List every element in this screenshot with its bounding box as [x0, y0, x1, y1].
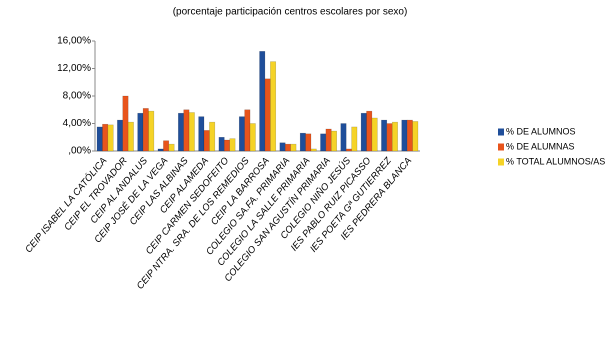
- bar: [107, 124, 114, 152]
- bar: [203, 130, 210, 152]
- legend-swatch: [498, 128, 504, 136]
- bar: [157, 148, 164, 152]
- bar: [340, 123, 347, 152]
- bar: [279, 142, 286, 152]
- bar: [285, 143, 291, 152]
- bar: [391, 121, 398, 152]
- bar: [102, 123, 109, 152]
- bar: [218, 137, 225, 152]
- bar: [331, 130, 337, 152]
- bar: [264, 78, 271, 152]
- bar: [183, 109, 190, 152]
- bar: [325, 128, 332, 152]
- chart-title: (porcentaje participación centros escola…: [173, 7, 408, 18]
- bar: [305, 133, 312, 152]
- legend-label: % DE ALUMNOS: [506, 126, 576, 136]
- bar: [320, 133, 327, 152]
- bar: [351, 126, 358, 152]
- bar: [122, 95, 129, 152]
- bar: [401, 119, 408, 152]
- bar: [259, 51, 266, 152]
- bar: [142, 108, 149, 152]
- legend-label: % TOTAL ALUMNOS/AS: [506, 156, 605, 166]
- bar: [360, 112, 367, 152]
- bar: [310, 148, 317, 152]
- bar: [366, 110, 373, 152]
- bar: [412, 121, 419, 152]
- bar: [249, 123, 256, 152]
- bar: [406, 119, 413, 152]
- bar: [244, 109, 251, 152]
- y-tick-label: 12,00%: [57, 63, 91, 74]
- y-tick-label: 8,00%: [63, 91, 91, 102]
- bar: [198, 116, 205, 152]
- bar: [117, 119, 124, 152]
- legend-swatch: [498, 143, 504, 151]
- bar: [168, 143, 175, 152]
- bar: [148, 110, 155, 152]
- bar: [371, 117, 378, 152]
- legend-swatch: [498, 158, 504, 166]
- bar: [345, 148, 352, 152]
- bar: [270, 61, 277, 152]
- bar: [381, 119, 388, 152]
- bar: [229, 138, 236, 152]
- y-tick-label: ,00%: [68, 146, 91, 157]
- bar: [188, 112, 195, 152]
- bar: [299, 132, 306, 152]
- bar: [386, 123, 393, 152]
- y-tick-label: 16,00%: [57, 36, 91, 47]
- bar: [96, 126, 103, 152]
- bar: [178, 112, 184, 152]
- bar: [224, 139, 230, 152]
- y-tick-label: 4,00%: [63, 118, 91, 129]
- bar: [238, 116, 245, 152]
- legend-label: % DE ALUMNAS: [506, 141, 575, 151]
- bar: [127, 121, 134, 152]
- bar: [137, 112, 144, 152]
- bar: [163, 140, 170, 152]
- bar: [290, 143, 297, 152]
- bar: [209, 121, 216, 152]
